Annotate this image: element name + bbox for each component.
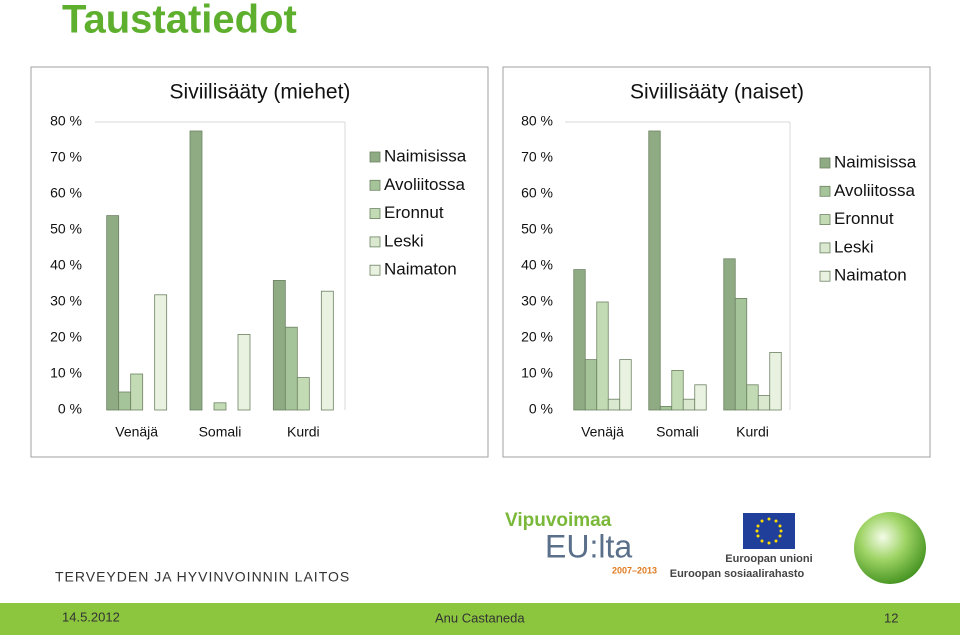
bar [573, 269, 586, 411]
x-tick-label: Somali [656, 424, 699, 440]
chart-title: Siviilisääty (naiset) [630, 81, 804, 104]
y-tick-label: 10 % [521, 365, 553, 381]
y-tick-label: 50 % [50, 221, 82, 237]
y-tick-label: 80 % [50, 113, 82, 129]
y-tick-label: 40 % [50, 257, 82, 273]
eu-stars [755, 517, 783, 545]
y-tick-label: 20 % [521, 329, 553, 345]
bar [118, 391, 132, 411]
bar [213, 402, 227, 411]
legend-swatch [369, 208, 381, 220]
legend-swatch [819, 214, 831, 226]
y-tick-label: 20 % [50, 329, 82, 345]
y-tick-label: 60 % [50, 185, 82, 201]
footer-bar [0, 603, 960, 635]
legend-swatch [369, 151, 381, 163]
y-tick-label: 60 % [521, 185, 553, 201]
bar [272, 279, 286, 411]
bar [584, 359, 598, 411]
y-tick-label: 70 % [521, 149, 553, 165]
bar [596, 301, 609, 411]
legend-label: Naimisissa [384, 146, 467, 165]
legend-swatch [369, 264, 381, 276]
legend-label: Naimisissa [834, 152, 917, 171]
logo-text: EU:lta [545, 528, 632, 564]
bar [320, 290, 334, 411]
x-tick-label: Somali [199, 424, 242, 440]
bar [154, 294, 168, 411]
y-tick-label: 0 % [529, 401, 553, 417]
bar [671, 369, 684, 411]
bar [607, 398, 621, 411]
footer-page: 12 [884, 610, 898, 625]
legend-swatch [819, 242, 831, 254]
x-tick-label: Kurdi [287, 424, 320, 440]
bar [130, 373, 144, 411]
bar [734, 297, 748, 411]
bar [694, 384, 707, 411]
legend-label: Avoliitossa [834, 181, 915, 200]
logo-text: Euroopan unioni [725, 553, 812, 565]
legend-swatch [819, 157, 831, 169]
legend-label: Leski [834, 237, 874, 256]
logo-sphere [854, 512, 926, 584]
legend-label: Eronnut [384, 203, 444, 222]
bar [769, 351, 782, 411]
bar [757, 395, 771, 411]
chart-frame [502, 66, 931, 458]
bar [746, 384, 759, 411]
y-tick-label: 30 % [521, 293, 553, 309]
bar [237, 333, 251, 411]
legend-label: Leski [384, 231, 424, 250]
bar [659, 405, 673, 411]
y-tick-label: 80 % [521, 113, 553, 129]
bar [106, 215, 120, 411]
legend-label: Naimaton [834, 266, 907, 285]
y-tick-label: 30 % [50, 293, 82, 309]
bar [189, 130, 203, 411]
x-tick-label: Kurdi [736, 424, 769, 440]
footer-author: Anu Castaneda [435, 610, 525, 625]
bar [296, 377, 310, 411]
bar [682, 398, 696, 411]
footer-date: 14.5.2012 [62, 609, 120, 624]
logo-text: Euroopan sosiaalirahasto [670, 568, 805, 580]
x-tick-label: Venäjä [115, 424, 158, 440]
bar [284, 326, 298, 411]
logo-text: Vipuvoimaa [505, 510, 612, 531]
bar [648, 130, 661, 411]
logo-text: TERVEYDEN JA HYVINVOINNIN LAITOS [55, 569, 350, 585]
x-tick-label: Venäjä [581, 424, 624, 440]
legend-label: Eronnut [834, 209, 894, 228]
bar [619, 359, 632, 411]
legend-swatch [819, 270, 831, 282]
y-tick-label: 0 % [58, 401, 82, 417]
bar [723, 258, 736, 411]
y-tick-label: 70 % [50, 149, 82, 165]
legend-swatch [819, 185, 831, 197]
y-tick-label: 10 % [50, 365, 82, 381]
logo-text: 2007–2013 [612, 565, 657, 575]
slide-title: Taustatiedot [62, 0, 297, 42]
chart-title: Siviilisääty (miehet) [170, 81, 351, 104]
legend-label: Avoliitossa [384, 175, 465, 194]
legend-swatch [369, 236, 381, 248]
y-tick-label: 50 % [521, 221, 553, 237]
legend-swatch [369, 179, 381, 191]
y-tick-label: 40 % [521, 257, 553, 273]
legend-label: Naimaton [384, 260, 457, 279]
